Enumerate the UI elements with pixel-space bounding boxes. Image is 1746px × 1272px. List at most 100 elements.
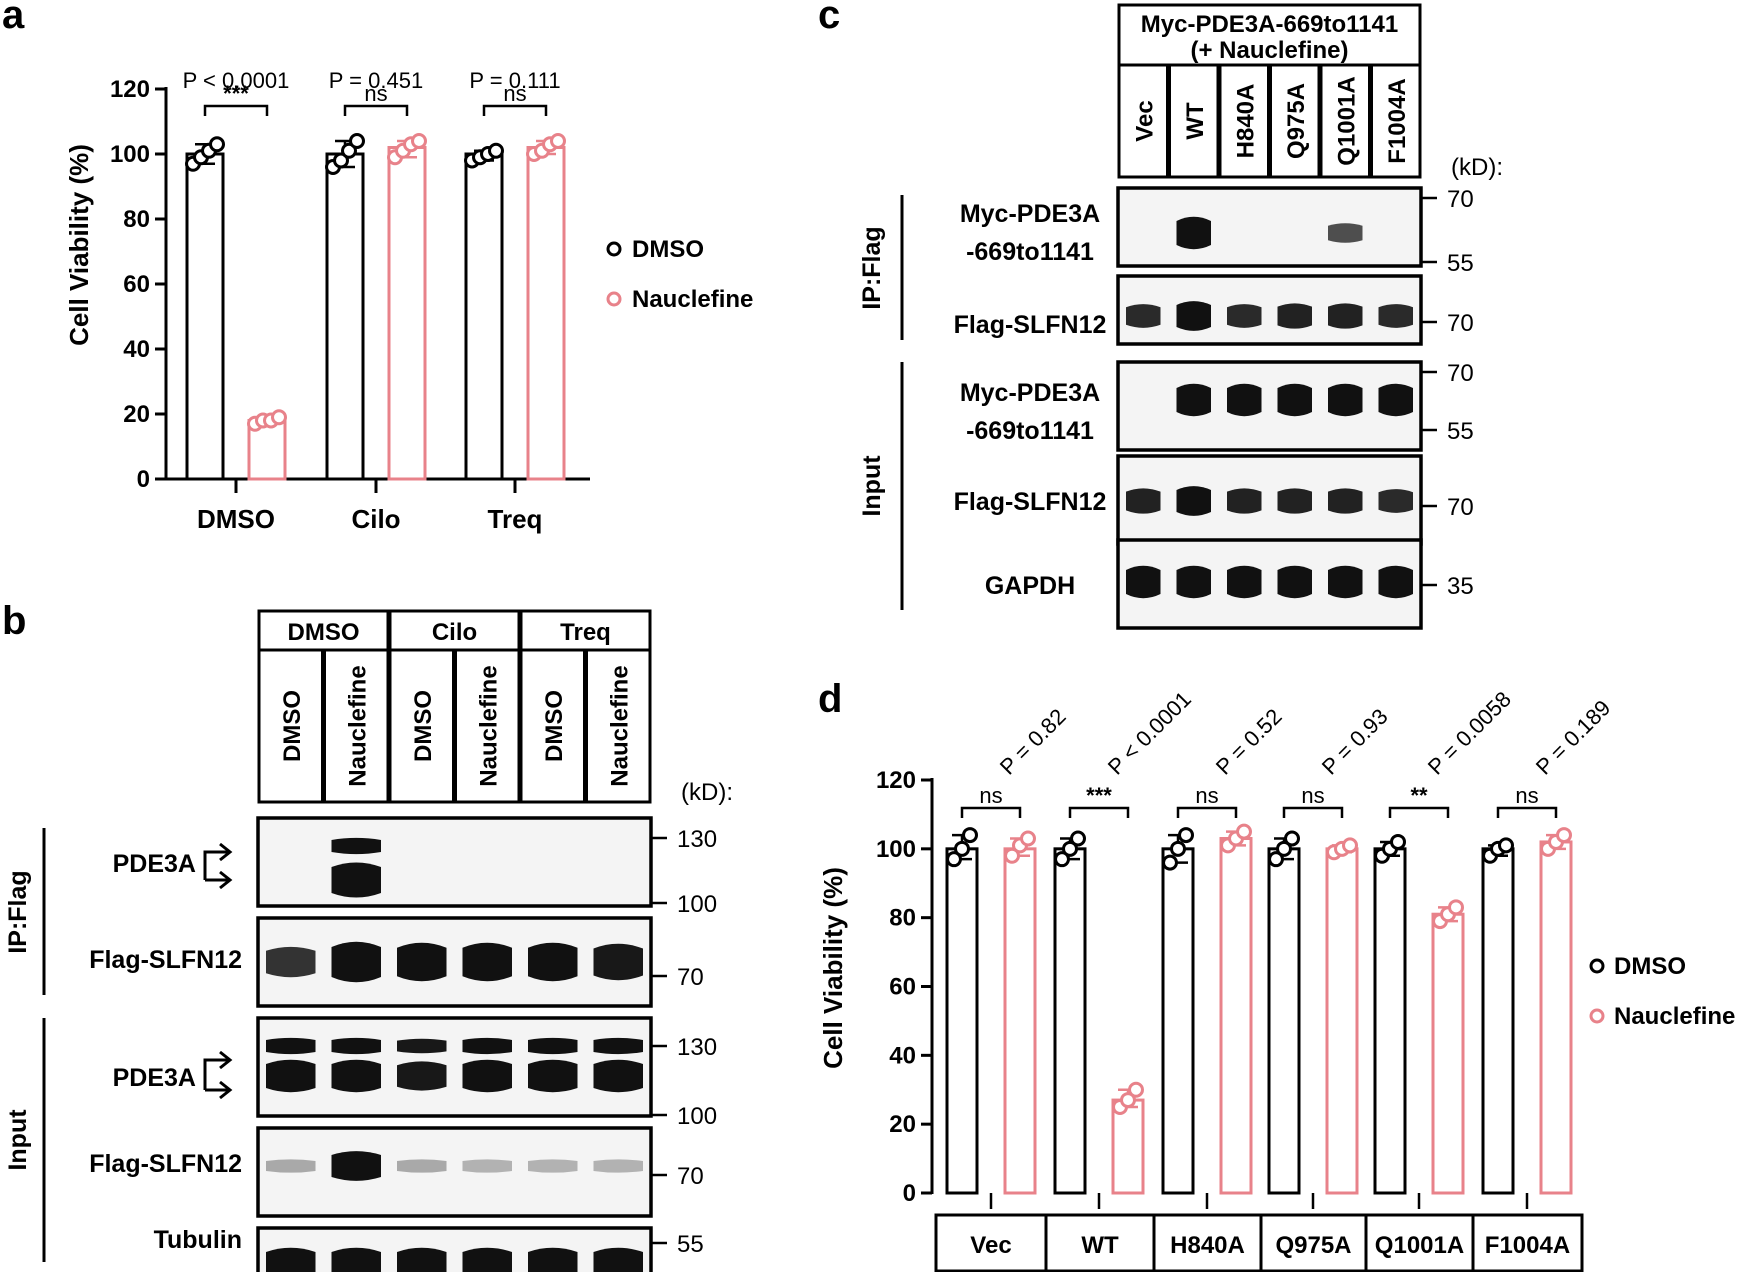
y-tick-label: 100 bbox=[876, 836, 916, 863]
category-label: Q975A bbox=[1275, 1232, 1351, 1259]
blot-band bbox=[462, 1059, 512, 1093]
blot-band bbox=[1176, 486, 1211, 516]
p-value: P = 0.52 bbox=[1211, 704, 1287, 780]
data-point bbox=[1070, 830, 1086, 847]
mw-label: 70 bbox=[677, 964, 704, 991]
p-value: P < 0.0001 bbox=[1103, 686, 1196, 779]
blot-band bbox=[397, 1061, 447, 1091]
blot-band bbox=[1328, 383, 1363, 417]
section-label: IP:Flag bbox=[4, 870, 32, 953]
lane-label: Nauclefine bbox=[344, 665, 371, 786]
lane-header-box bbox=[1117, 63, 1169, 179]
lane-label: WT bbox=[1182, 102, 1209, 140]
data-point bbox=[954, 840, 970, 857]
blot-c: Myc-PDE3A-669to1141(+ Nauclefine)Vec WT H8… bbox=[858, 3, 1503, 630]
blot-band bbox=[266, 1159, 316, 1173]
blot-band bbox=[1378, 383, 1413, 417]
data-point bbox=[1020, 830, 1036, 847]
lane-label: Nauclefine bbox=[475, 665, 502, 786]
data-point bbox=[1342, 837, 1358, 854]
blot-band bbox=[1227, 488, 1262, 514]
legend-d-dmso-marker bbox=[1589, 958, 1605, 974]
data-point bbox=[1170, 840, 1186, 857]
y-tick-label: 60 bbox=[123, 271, 150, 298]
blot-band bbox=[593, 943, 643, 981]
significance-bracket bbox=[482, 104, 548, 116]
significance-label: ** bbox=[1410, 783, 1428, 808]
lane-label: Q1001A bbox=[1333, 76, 1360, 165]
significance-bracket bbox=[1388, 806, 1450, 818]
blot-strip bbox=[256, 816, 653, 908]
mw-label: 130 bbox=[677, 826, 717, 853]
blot-band bbox=[1227, 565, 1262, 599]
bar-nauclefine-treq bbox=[526, 146, 566, 481]
blot-band bbox=[1176, 301, 1211, 331]
blot-b: DMSO Cilo Treq DMSO Nauclefine DMSO Nauclefine… bbox=[4, 609, 733, 1272]
lane-header-box bbox=[388, 648, 455, 804]
lane-header-box bbox=[519, 648, 586, 804]
blot-row-label: Flag-SLFN12 bbox=[89, 946, 242, 974]
blot-band bbox=[528, 1037, 578, 1055]
p-value: P = 0.189 bbox=[1531, 695, 1615, 779]
mw-label: 55 bbox=[677, 1231, 704, 1258]
blot-strip bbox=[1116, 454, 1423, 546]
bar-dmso-vec bbox=[945, 847, 979, 1195]
bar-dmso-wt bbox=[1053, 847, 1087, 1195]
y-tick-label: 40 bbox=[889, 1042, 916, 1069]
mw-label: 70 bbox=[1447, 360, 1474, 387]
y-tick-label: 20 bbox=[123, 401, 150, 428]
y-tick-label: 40 bbox=[123, 336, 150, 363]
data-point bbox=[1498, 837, 1514, 854]
group-label: DMSO bbox=[288, 619, 360, 646]
blot-band bbox=[1126, 304, 1161, 328]
mw-label: 70 bbox=[1447, 310, 1474, 337]
significance-bracket bbox=[1068, 806, 1130, 818]
blot-band bbox=[593, 1059, 643, 1093]
blot-strip bbox=[1116, 274, 1423, 346]
data-point bbox=[946, 851, 962, 868]
category-label: WT bbox=[1081, 1232, 1119, 1259]
lane-header-box bbox=[454, 648, 521, 804]
bar-dmso-treq bbox=[464, 152, 504, 481]
data-point bbox=[550, 133, 566, 149]
blot-row-label: -669to1141 bbox=[966, 238, 1094, 266]
blot-band bbox=[1277, 303, 1312, 329]
lane-label: DMSO bbox=[279, 690, 306, 762]
blot-band bbox=[266, 1059, 316, 1093]
lane-header-box bbox=[1218, 63, 1270, 179]
blot-band bbox=[397, 1038, 447, 1054]
panel-letter-b: b bbox=[2, 599, 26, 643]
category-label: Vec bbox=[970, 1232, 1011, 1259]
group-label: Treq bbox=[560, 619, 611, 646]
blot-band bbox=[593, 1159, 643, 1173]
p-value: P = 0.93 bbox=[1317, 704, 1393, 780]
p-value: P = 0.451 bbox=[329, 68, 423, 93]
chart-d-ylabel: Cell Viability (%) bbox=[818, 867, 848, 1069]
mw-label: 70 bbox=[1447, 494, 1474, 521]
bar-nauclefine-cilo bbox=[387, 146, 427, 481]
lane-header-box bbox=[323, 648, 390, 804]
significance-bracket bbox=[1496, 806, 1558, 818]
lane-header-box bbox=[1319, 63, 1371, 179]
blot-band bbox=[593, 1037, 643, 1055]
band-arrow bbox=[203, 1050, 233, 1100]
blot-band bbox=[1227, 304, 1262, 328]
blot-band bbox=[1176, 565, 1211, 599]
category-label: F1004A bbox=[1485, 1232, 1570, 1259]
construct-header-line2: (+ Nauclefine) bbox=[1190, 37, 1348, 64]
panel-letter-a: a bbox=[2, 0, 25, 37]
p-value: P = 0.82 bbox=[995, 704, 1071, 780]
blot-band bbox=[331, 862, 381, 898]
bar-nauclefine-vec bbox=[1003, 847, 1037, 1195]
blot-row-label: PDE3A bbox=[113, 850, 196, 878]
p-value: P < 0.0001 bbox=[183, 68, 290, 93]
legend-d-nauclefine-label: Nauclefine bbox=[1614, 1003, 1735, 1030]
blot-band bbox=[528, 1247, 578, 1272]
legend-a-dmso-marker bbox=[606, 241, 622, 257]
blot-band bbox=[1378, 489, 1413, 513]
blot-strip bbox=[1116, 186, 1423, 268]
data-point bbox=[1556, 827, 1572, 844]
bar-nauclefine-q1001a bbox=[1431, 912, 1465, 1195]
significance-bracket bbox=[343, 104, 409, 116]
significance-label: *** bbox=[1086, 783, 1112, 808]
